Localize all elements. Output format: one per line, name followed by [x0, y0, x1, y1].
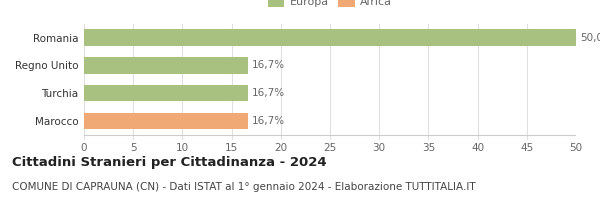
Bar — [84, 85, 248, 101]
Bar — [84, 113, 248, 129]
Text: 50,0%: 50,0% — [580, 33, 600, 43]
Text: 16,7%: 16,7% — [252, 88, 286, 98]
Text: 16,7%: 16,7% — [252, 116, 286, 126]
Bar — [84, 29, 576, 46]
Bar — [84, 57, 248, 74]
Text: Cittadini Stranieri per Cittadinanza - 2024: Cittadini Stranieri per Cittadinanza - 2… — [12, 156, 326, 169]
Text: COMUNE DI CAPRAUNA (CN) - Dati ISTAT al 1° gennaio 2024 - Elaborazione TUTTITALI: COMUNE DI CAPRAUNA (CN) - Dati ISTAT al … — [12, 182, 476, 192]
Text: 16,7%: 16,7% — [252, 60, 286, 70]
Legend: Europa, Africa: Europa, Africa — [266, 0, 394, 9]
